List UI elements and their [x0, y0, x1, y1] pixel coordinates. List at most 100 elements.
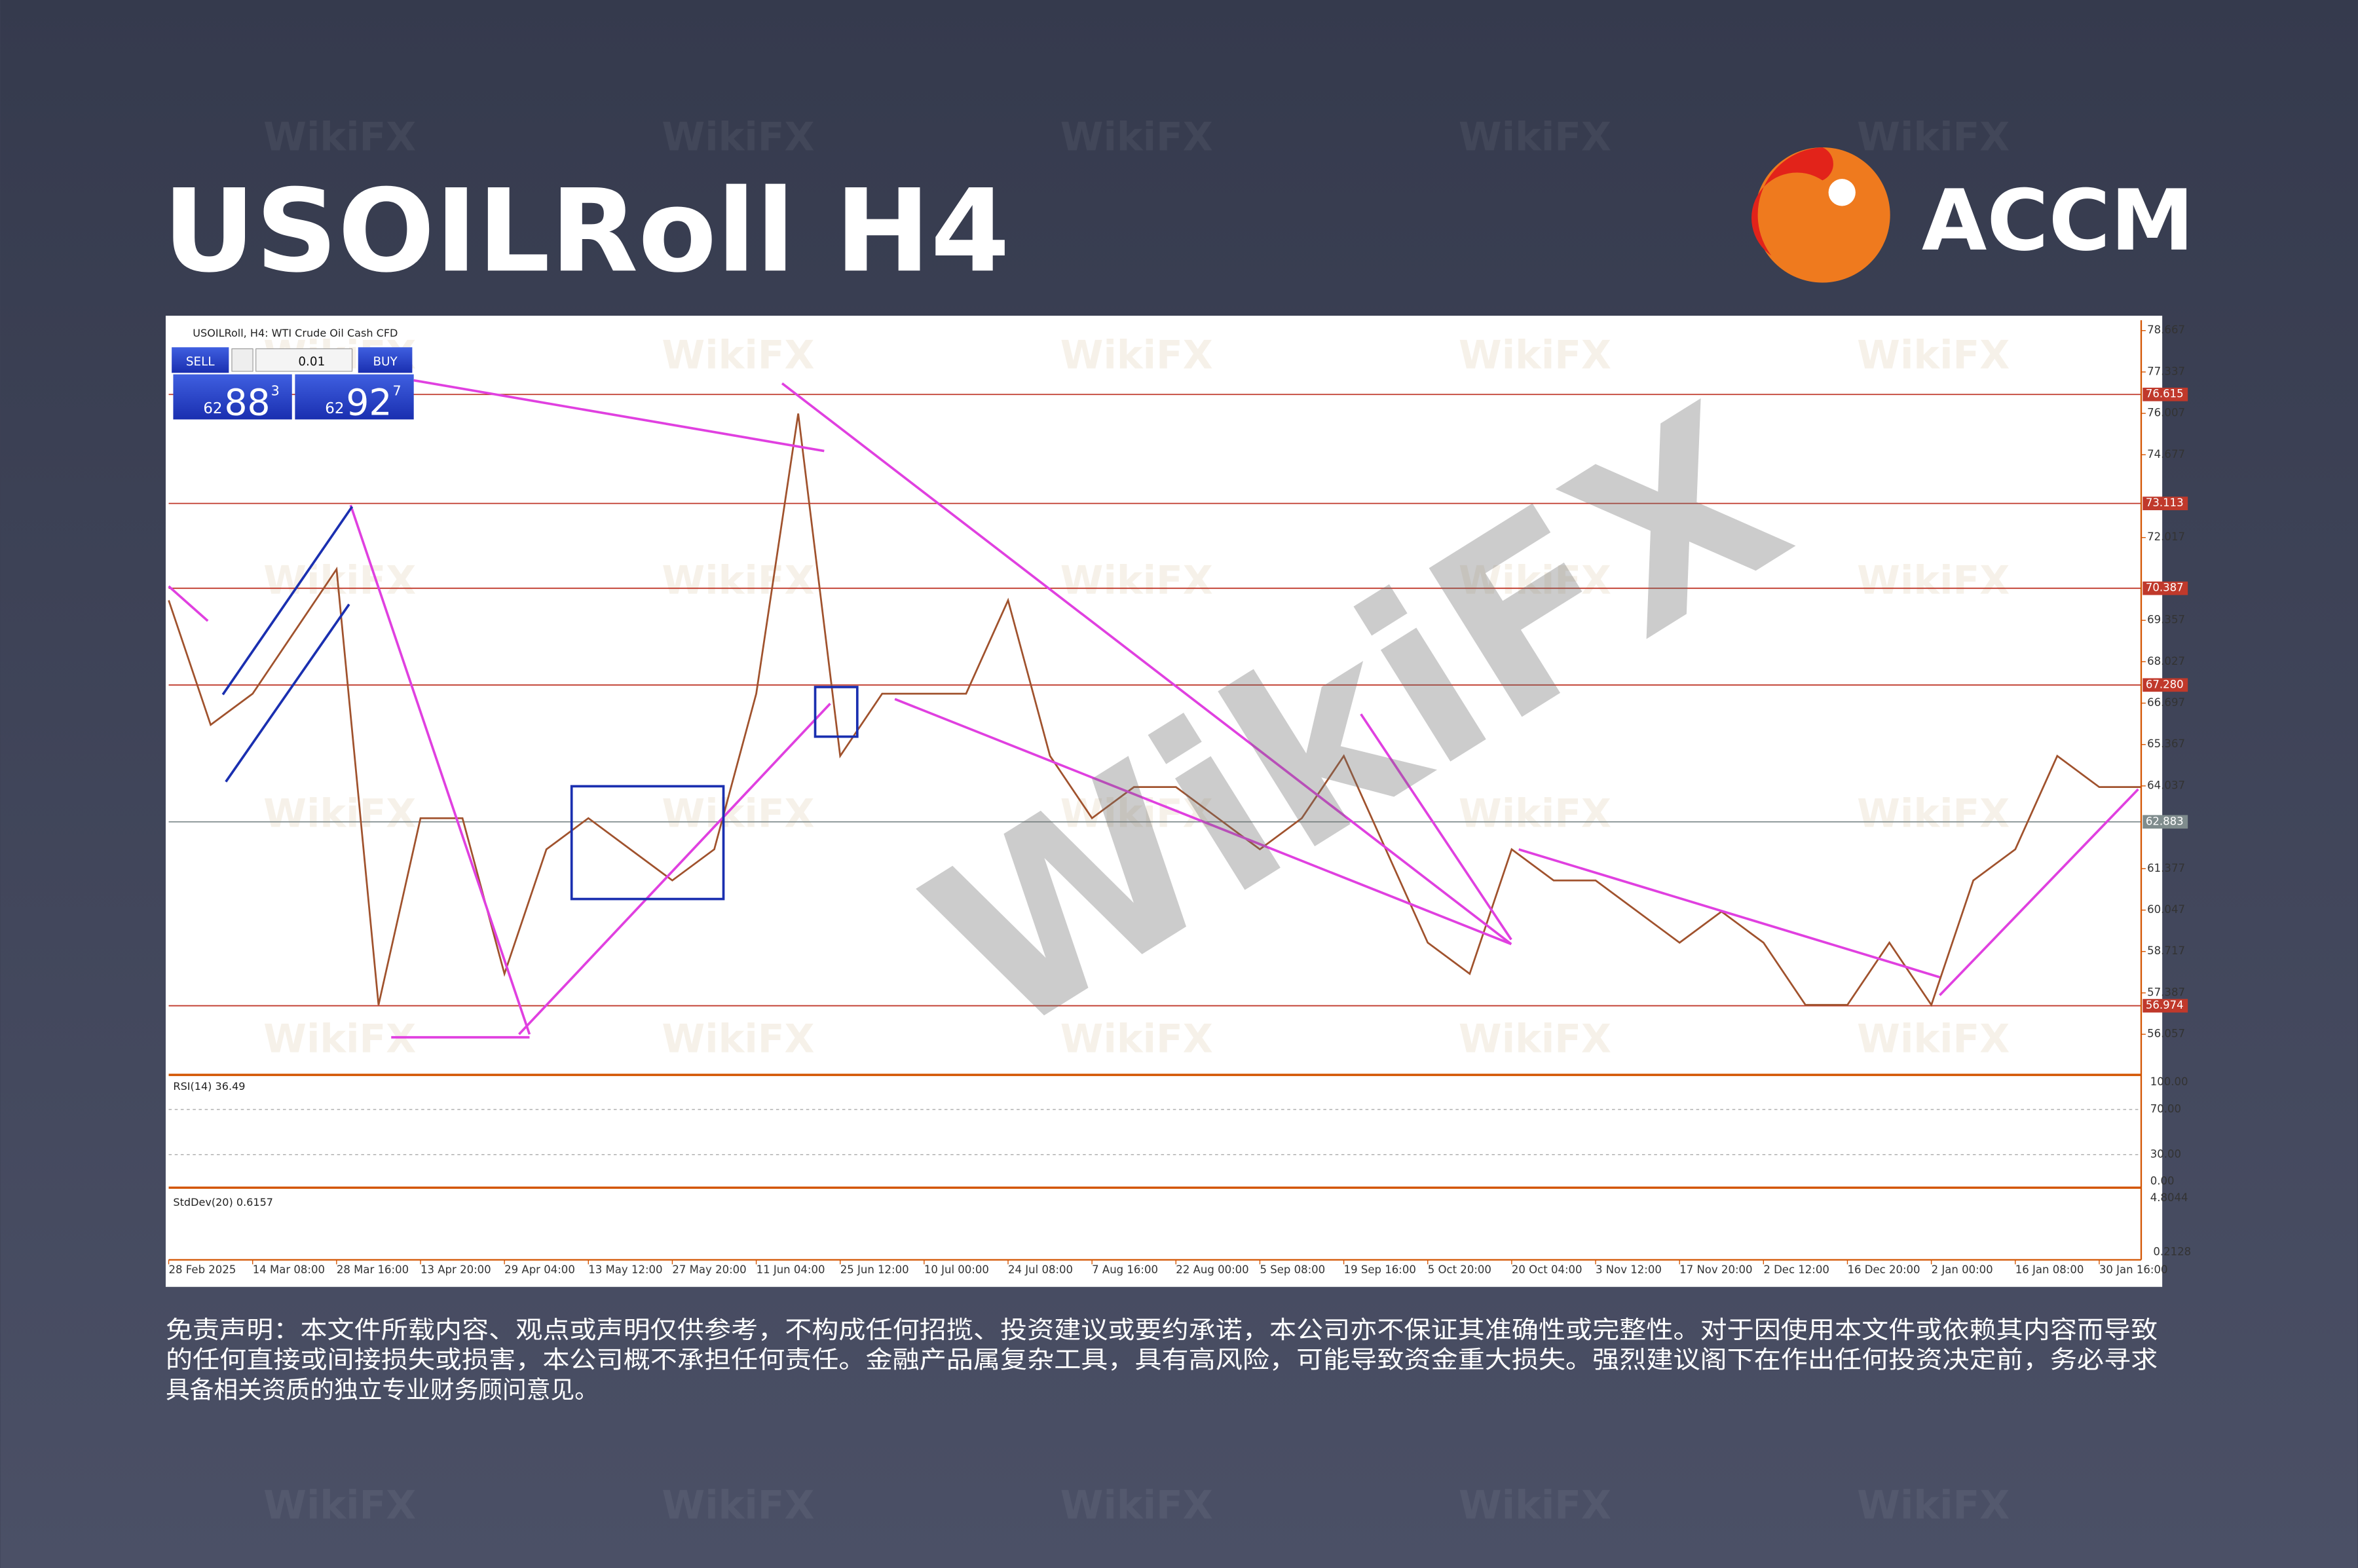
drawings	[168, 379, 2139, 1039]
watermark: WikiFX	[263, 1017, 416, 1062]
logo-dot	[1828, 179, 1856, 206]
watermark: WikiFX	[662, 559, 814, 604]
buy-button[interactable]	[358, 347, 413, 373]
x-tick-label: 13 May 12:00	[588, 1263, 662, 1276]
stddev-label: StdDev(20) 0.6157	[173, 1196, 273, 1208]
watermark: WikiFX	[1459, 115, 1611, 160]
rsi-label: RSI(14) 36.49	[173, 1080, 245, 1092]
y-tick-label: 68.027	[2147, 655, 2185, 667]
lot-input[interactable]	[255, 348, 353, 372]
stddev-tick: 4.8044	[2150, 1191, 2188, 1204]
chart-panel	[165, 316, 2163, 1287]
level-tag	[2143, 678, 2188, 692]
level-tag	[2143, 496, 2188, 510]
x-tick-label: 5 Oct 20:00	[1428, 1263, 1491, 1276]
y-tick-label: 64.037	[2147, 779, 2185, 791]
x-tick-label: 28 Mar 16:00	[337, 1263, 409, 1276]
current-price-label: 62.883	[2146, 815, 2184, 827]
ask-big-figure: 62	[325, 400, 344, 417]
x-tick-label: 28 Feb 2025	[169, 1263, 236, 1276]
x-tick-label: 24 Jul 08:00	[1008, 1263, 1073, 1276]
x-tick-label: 20 Oct 04:00	[1512, 1263, 1582, 1276]
watermark: WikiFX	[1060, 791, 1213, 836]
x-tick-label: 11 Jun 04:00	[757, 1263, 825, 1276]
x-tick-label: 25 Jun 12:00	[840, 1263, 909, 1276]
stddev-tick: 0.2128	[2153, 1245, 2191, 1258]
x-tick-label: 19 Sep 16:00	[1344, 1263, 1416, 1276]
x-tick-label: 10 Jul 00:00	[924, 1263, 989, 1276]
trade-panel: SELL 0.01 BUY 62 88 3 62 92 7	[172, 347, 414, 424]
trendline	[349, 504, 531, 1035]
brand-logo: ACCM	[1751, 147, 2194, 283]
trendline	[518, 702, 831, 1036]
level-label: 73.113	[2146, 496, 2184, 509]
watermarks: WikiFX WikiFX WikiFX WikiFX WikiFX WikiFX Wiki…	[263, 115, 2010, 1529]
level-label: 70.387	[2146, 582, 2184, 594]
y-tick-label: 74.677	[2147, 448, 2185, 460]
disclaimer-line: 具备相关资质的独立专业财务顾问意见。	[166, 1376, 599, 1404]
disclaimer-line: 的任何直接或间接损失或损害，本公司概不承担任何责任。金融产品属复杂工具，具有高风…	[166, 1346, 2158, 1374]
watermark: WikiFX	[263, 791, 416, 836]
watermark: WikiFX	[1459, 333, 1611, 378]
level-label: 67.280	[2146, 678, 2184, 690]
y-tick-label: 78.667	[2147, 324, 2185, 336]
x-tick-label: 16 Jan 08:00	[2015, 1263, 2084, 1276]
sell-button[interactable]	[172, 347, 229, 373]
y-tick-label: 58.717	[2147, 944, 2185, 957]
watermark: WikiFX	[263, 1483, 416, 1528]
page-title: USOILRoll H4	[162, 165, 1009, 298]
watermark: WikiFX	[1060, 1017, 1213, 1062]
watermark: WikiFX	[662, 115, 814, 160]
trendline	[1939, 788, 2139, 996]
chart-header: USOILRoll, H4: WTI Crude Oil Cash CFD	[193, 327, 398, 339]
disclaimer: 免责声明：本文件所载内容、观点或声明仅供参考，不构成任何招揽、投资建议或要约承诺…	[166, 1316, 2158, 1404]
bid-big-figure: 62	[203, 400, 222, 417]
range-box	[570, 785, 725, 901]
channel-line	[221, 506, 354, 696]
x-tick-label: 13 Apr 20:00	[421, 1263, 491, 1276]
disclaimer-line: 免责声明：本文件所载内容、观点或声明仅供参考，不构成任何招揽、投资建议或要约承诺…	[166, 1316, 2158, 1344]
lot-dropdown[interactable]	[231, 348, 253, 372]
x-tick-label: 22 Aug 00:00	[1176, 1263, 1248, 1276]
x-tick-label: 14 Mar 08:00	[253, 1263, 325, 1276]
watermark: WikiFX	[1857, 559, 2010, 604]
y-tick-label: 61.377	[2147, 862, 2185, 874]
watermark: WikiFX	[1857, 1483, 2010, 1528]
trendline	[894, 698, 1512, 946]
y-tick-label: 57.387	[2147, 986, 2185, 998]
watermark: WikiFX	[1060, 333, 1213, 378]
range-box	[814, 686, 859, 738]
x-tick-label: 3 Nov 12:00	[1596, 1263, 1662, 1276]
x-tick-label: 7 Aug 16:00	[1092, 1263, 1158, 1276]
bid-box[interactable]	[173, 374, 292, 420]
watermark: WikiFX	[662, 1017, 814, 1062]
rsi-tick: 0.00	[2150, 1175, 2175, 1187]
watermark: WikiFX	[662, 333, 814, 378]
x-tick-label: 2 Jan 00:00	[1932, 1263, 1993, 1276]
watermark: WikiFX	[1060, 1483, 1213, 1528]
x-tick-label: 17 Nov 20:00	[1679, 1263, 1752, 1276]
level-tag	[2143, 999, 2188, 1013]
x-tick-label: 27 May 20:00	[672, 1263, 746, 1276]
trendline	[1360, 713, 1512, 941]
watermark: WikiFX	[662, 791, 814, 836]
logo-circle	[1755, 147, 1890, 283]
ask-box[interactable]	[295, 374, 414, 420]
x-tick-label: 16 Dec 20:00	[1847, 1263, 1920, 1276]
x-tick-label: 29 Apr 04:00	[504, 1263, 575, 1276]
logo-swoosh	[1751, 147, 1833, 256]
rsi-tick: 100.00	[2150, 1075, 2188, 1088]
price-line	[168, 413, 2141, 1007]
watermark: WikiFX	[662, 1483, 814, 1528]
watermark: WikiFX	[1857, 791, 2010, 836]
watermark: WikiFX	[1060, 115, 1213, 160]
level-label: 76.615	[2146, 388, 2184, 400]
sell-label: SELL	[186, 355, 215, 369]
watermark: WikiFX	[1857, 333, 2010, 378]
trendline	[168, 585, 209, 622]
trendline	[781, 382, 1512, 945]
ask-fraction: 7	[393, 383, 402, 399]
y-tick-label: 77.337	[2147, 365, 2185, 377]
y-tick-label: 72.017	[2147, 531, 2185, 543]
